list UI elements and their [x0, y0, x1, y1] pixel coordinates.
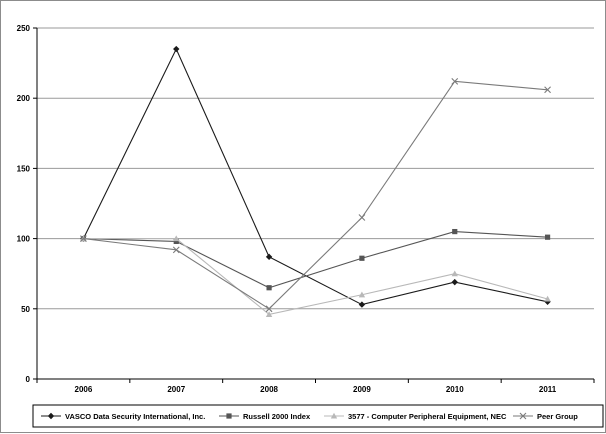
- data-point: [266, 285, 272, 291]
- series-2: [80, 235, 551, 317]
- legend-marker: [47, 412, 55, 420]
- x-marker-stroke: [172, 246, 180, 254]
- legend-label: VASCO Data Security International, Inc.: [65, 412, 205, 421]
- x-tick-label: 2006: [75, 385, 93, 394]
- legend-label: Peer Group: [537, 412, 578, 421]
- data-point: [451, 270, 458, 277]
- y-tick-label: 150: [17, 164, 31, 173]
- series-group: [80, 45, 551, 317]
- plot-area: [37, 28, 594, 379]
- data-point: [265, 311, 273, 317]
- series-line-0: [82, 47, 548, 306]
- x-marker-stroke: [519, 412, 527, 420]
- x-tick-label: 2009: [353, 385, 371, 394]
- x-marker-stroke: [358, 214, 366, 221]
- data-point: [172, 246, 180, 254]
- data-point: [544, 234, 551, 240]
- x-marker-stroke: [265, 305, 273, 313]
- data-point: [358, 301, 366, 308]
- legend-marker: [226, 413, 232, 419]
- data-point: [265, 253, 273, 261]
- series-line-2: [83, 238, 548, 316]
- data-point: [359, 255, 365, 261]
- x-tick-label: 2007: [167, 385, 185, 394]
- legend-item: VASCO Data Security International, Inc.: [41, 412, 205, 421]
- x-marker-stroke: [451, 77, 459, 85]
- x-marker-stroke: [544, 86, 551, 94]
- legend-label: 3577 - Computer Peripheral Equipment, NE…: [348, 412, 507, 421]
- x-marker-stroke: [80, 235, 87, 242]
- y-tick-label: 250: [17, 24, 31, 33]
- x-tick-label: 2011: [539, 385, 557, 394]
- data-point: [80, 235, 87, 242]
- legend-marker: [519, 412, 527, 420]
- legend-item: 3577 - Computer Peripheral Equipment, NE…: [324, 412, 507, 421]
- axes: 0 50 100 150 200 250 2006 2007 2008 2009 2010 2011: [17, 24, 595, 394]
- data-point: [452, 228, 458, 235]
- data-point: [173, 238, 179, 245]
- x-tick-label: 2008: [260, 385, 278, 394]
- y-tick-label: 50: [21, 305, 30, 314]
- legend-marker: [330, 412, 338, 419]
- series-line-3: [83, 80, 548, 310]
- y-tick-label: 0: [26, 375, 31, 384]
- legend-item: Peer Group: [513, 412, 578, 421]
- data-point: [544, 295, 551, 302]
- data-point: [265, 305, 273, 313]
- legend: VASCO Data Security International, Inc. R…: [32, 404, 604, 428]
- data-point: [358, 291, 366, 298]
- legend-item: Russell 2000 Index: [219, 412, 311, 421]
- data-point: [544, 86, 551, 94]
- data-point: [173, 235, 180, 242]
- series-3: [80, 77, 551, 313]
- series-line-1: [83, 231, 548, 289]
- legend-label: Russell 2000 Index: [243, 412, 311, 421]
- y-tick-label: 100: [17, 235, 31, 244]
- y-tick-label: 200: [17, 94, 31, 103]
- data-point: [173, 45, 180, 53]
- x-tick-label: 2010: [446, 385, 464, 394]
- data-point: [358, 214, 366, 221]
- data-point: [451, 77, 459, 85]
- legend-box: [32, 404, 604, 428]
- data-point: [451, 278, 458, 286]
